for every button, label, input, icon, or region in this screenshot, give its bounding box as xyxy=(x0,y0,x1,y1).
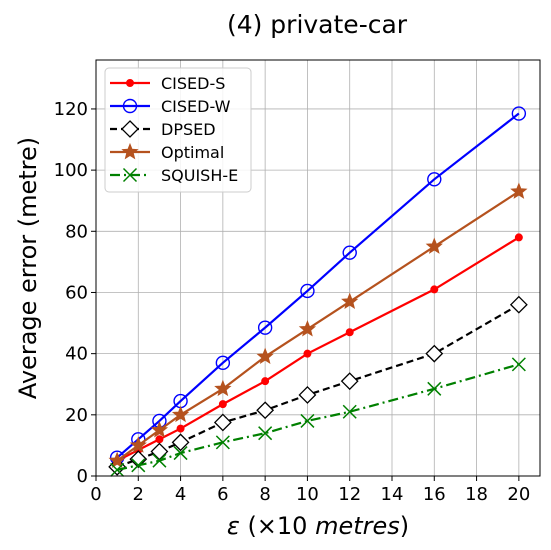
legend-item-cised-w: CISED-W xyxy=(110,97,231,116)
data-point-cised-w xyxy=(342,245,357,260)
data-point-cised-s xyxy=(155,435,164,444)
legend-marker-cised-s xyxy=(126,79,134,87)
y-tick-label: 40 xyxy=(65,344,88,365)
y-tick-label: 20 xyxy=(65,405,88,426)
y-axis-label: Average error (metre) xyxy=(14,137,42,399)
data-point-optimal xyxy=(256,347,274,365)
data-point-optimal xyxy=(108,451,126,469)
ticks: 0 2 4 6 8 10 12 14 16 18 20 0 20 40 60 80 100 120 xyxy=(54,99,531,505)
data-point-cised-w xyxy=(511,106,527,121)
data-point-squish-e xyxy=(110,462,125,477)
data-point-cised-s xyxy=(218,400,227,409)
x-tick-label: 12 xyxy=(338,484,361,505)
x-tick-label: 16 xyxy=(423,484,446,505)
series-line-squish-e xyxy=(116,363,520,471)
x-tick-label: 14 xyxy=(381,484,404,505)
x-axis-close: ) xyxy=(400,512,409,540)
x-tick-label: 6 xyxy=(217,484,228,505)
data-point-squish-e xyxy=(300,413,315,428)
data-point-dpsed xyxy=(340,372,359,391)
data-point-cised-s xyxy=(303,349,312,358)
data-point-cised-w xyxy=(215,355,231,371)
data-point-optimal xyxy=(298,320,317,337)
series-optimal xyxy=(108,182,528,469)
y-tick-label: 60 xyxy=(65,282,88,303)
legend-label-cised-w: CISED-W xyxy=(161,97,231,116)
legend-marker-squish-e xyxy=(122,167,138,183)
data-point-cised-s xyxy=(176,424,185,433)
data-point-optimal xyxy=(425,237,443,254)
plot-frame xyxy=(95,59,541,477)
x-tick-label: 18 xyxy=(465,484,488,505)
x-axis-symbol: ε xyxy=(227,512,240,540)
data-point-optimal xyxy=(214,379,232,397)
data-point-optimal xyxy=(150,421,169,438)
series-squish-e xyxy=(110,357,526,477)
x-tick-label: 0 xyxy=(90,484,101,505)
legend-item-dpsed: DPSED xyxy=(110,120,216,139)
series-line-optimal xyxy=(116,190,520,462)
data-point-dpsed xyxy=(150,442,169,461)
y-tick-label: 0 xyxy=(77,466,88,487)
data-point-dpsed xyxy=(129,450,148,469)
x-tick-label: 10 xyxy=(296,484,319,505)
data-point-dpsed xyxy=(509,295,528,314)
data-point-squish-e xyxy=(173,446,188,461)
chart-title: (4) private-car xyxy=(227,10,408,39)
data-point-dpsed xyxy=(298,386,317,404)
data-point-cised-s xyxy=(514,233,523,242)
x-axis-text: (×10 xyxy=(240,512,315,540)
data-point-cised-s xyxy=(261,377,270,386)
legend-item-optimal: Optimal xyxy=(110,142,224,162)
data-point-cised-s xyxy=(345,328,354,337)
legend: CISED-S CISED-W DPSED Optimal SQUISH-E xyxy=(104,67,252,193)
data-point-squish-e xyxy=(427,381,442,396)
x-tick-label: 20 xyxy=(507,484,530,505)
x-axis-unit: metres xyxy=(315,512,400,540)
series-layer xyxy=(108,106,528,477)
data-point-squish-e xyxy=(342,404,357,419)
y-tick-label: 80 xyxy=(65,221,88,242)
data-point-squish-e xyxy=(258,426,273,441)
data-point-optimal xyxy=(510,182,528,199)
data-point-cised-s xyxy=(430,285,439,294)
series-cised-s xyxy=(113,233,523,465)
data-point-optimal xyxy=(171,405,190,423)
series-cised-w xyxy=(109,106,527,465)
data-point-dpsed xyxy=(213,413,232,432)
x-tick-label: 8 xyxy=(259,484,270,505)
data-point-optimal xyxy=(129,436,147,453)
legend-label-optimal: Optimal xyxy=(161,143,224,162)
series-line-cised-s xyxy=(116,236,520,462)
data-point-cised-w xyxy=(257,320,273,335)
series-dpsed xyxy=(108,295,528,476)
data-point-dpsed xyxy=(425,344,444,363)
x-axis-label: ε (×10 metres) xyxy=(227,512,409,540)
data-point-squish-e xyxy=(511,357,526,372)
legend-label-dpsed: DPSED xyxy=(161,120,216,139)
data-point-squish-e xyxy=(152,453,167,468)
legend-label-squish-e: SQUISH-E xyxy=(161,166,238,185)
data-point-squish-e xyxy=(215,435,230,450)
data-point-squish-e xyxy=(131,458,146,473)
x-tick-label: 2 xyxy=(133,484,144,505)
data-point-dpsed xyxy=(171,433,190,452)
data-point-optimal xyxy=(341,292,359,309)
legend-marker-dpsed xyxy=(121,120,139,138)
data-point-cised-w xyxy=(427,172,442,187)
legend-item-cised-s: CISED-S xyxy=(110,74,225,93)
legend-item-squish-e: SQUISH-E xyxy=(110,166,238,185)
series-line-dpsed xyxy=(116,303,520,468)
data-point-dpsed xyxy=(256,401,275,420)
data-point-cised-w xyxy=(300,283,315,299)
series-line-cised-w xyxy=(116,112,520,459)
y-tick-label: 120 xyxy=(54,99,88,120)
legend-marker-optimal xyxy=(121,142,139,160)
legend-box xyxy=(104,67,252,193)
y-tick-label: 100 xyxy=(54,160,88,181)
legend-marker-cised-w xyxy=(122,98,138,114)
legend-label-cised-s: CISED-S xyxy=(161,74,225,93)
x-tick-label: 4 xyxy=(175,484,186,505)
